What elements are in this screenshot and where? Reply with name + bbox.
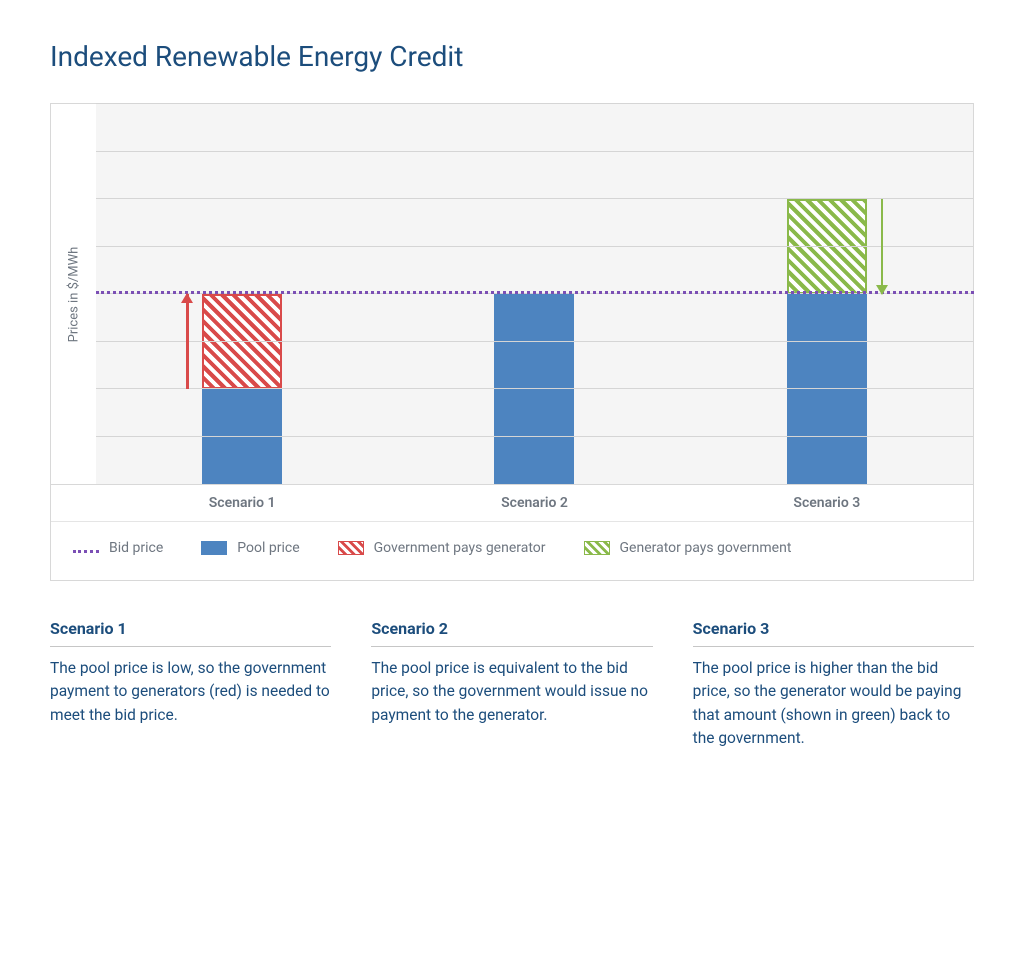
gen-pays-bar	[787, 199, 867, 294]
legend-item-bid: Bid price	[73, 540, 163, 556]
page-title: Indexed Renewable Energy Credit	[50, 40, 974, 73]
plot-region	[96, 104, 973, 484]
bars-layer	[96, 104, 973, 484]
gridline	[96, 388, 973, 389]
gen-pays-swatch	[584, 541, 610, 555]
x-axis-labels: Scenario 1Scenario 2Scenario 3	[96, 485, 973, 521]
gov-pays-bar	[202, 294, 282, 389]
gridline	[96, 151, 973, 152]
pool-price-bar	[494, 294, 574, 484]
legend-label: Bid price	[109, 540, 163, 556]
scenario-descriptions: Scenario 1 The pool price is low, so the…	[50, 619, 974, 750]
gridline	[96, 436, 973, 437]
gov-pays-swatch	[338, 541, 364, 555]
scenario-card: Scenario 1 The pool price is low, so the…	[50, 619, 331, 750]
legend-item-gov-pays: Government pays generator	[338, 540, 546, 556]
gridline	[96, 103, 973, 104]
pool-price-bar	[787, 294, 867, 484]
scenario-text: The pool price is equivalent to the bid …	[371, 657, 652, 727]
legend-item-pool: Pool price	[201, 540, 299, 556]
bid-price-line	[96, 291, 974, 294]
scenario-title: Scenario 3	[693, 619, 974, 647]
y-axis-label: Prices in $/MWh	[66, 246, 81, 342]
scenario-card: Scenario 2 The pool price is equivalent …	[371, 619, 652, 750]
legend-label: Pool price	[237, 540, 299, 556]
legend-label: Government pays generator	[374, 540, 546, 556]
pool-swatch	[201, 541, 227, 555]
x-axis-label: Scenario 3	[681, 485, 973, 521]
bar-slot	[681, 104, 973, 484]
scenario-text: The pool price is higher than the bid pr…	[693, 657, 974, 750]
pool-price-bar	[202, 389, 282, 484]
legend-label: Generator pays government	[620, 540, 792, 556]
x-axis-label: Scenario 2	[388, 485, 680, 521]
scenario-text: The pool price is low, so the government…	[50, 657, 331, 727]
chart-legend: Bid price Pool price Government pays gen…	[51, 521, 973, 580]
scenario-card: Scenario 3 The pool price is higher than…	[693, 619, 974, 750]
x-axis: Scenario 1Scenario 2Scenario 3	[51, 484, 973, 521]
scenario-title: Scenario 2	[371, 619, 652, 647]
scenario-title: Scenario 1	[50, 619, 331, 647]
chart-container: Prices in $/MWh Scenario 1Scenario 2Scen…	[50, 103, 974, 581]
bar-slot	[96, 104, 388, 484]
up-arrow-icon	[186, 294, 189, 389]
y-axis: Prices in $/MWh	[51, 104, 96, 484]
legend-item-gen-pays: Generator pays government	[584, 540, 792, 556]
gridline	[96, 246, 973, 247]
bid-swatch	[73, 550, 99, 553]
chart-plot-area: Prices in $/MWh	[51, 104, 973, 484]
gridline	[96, 198, 973, 199]
x-axis-label: Scenario 1	[96, 485, 388, 521]
gridline	[96, 341, 973, 342]
bar-slot	[388, 104, 680, 484]
down-arrow-icon	[881, 199, 884, 294]
